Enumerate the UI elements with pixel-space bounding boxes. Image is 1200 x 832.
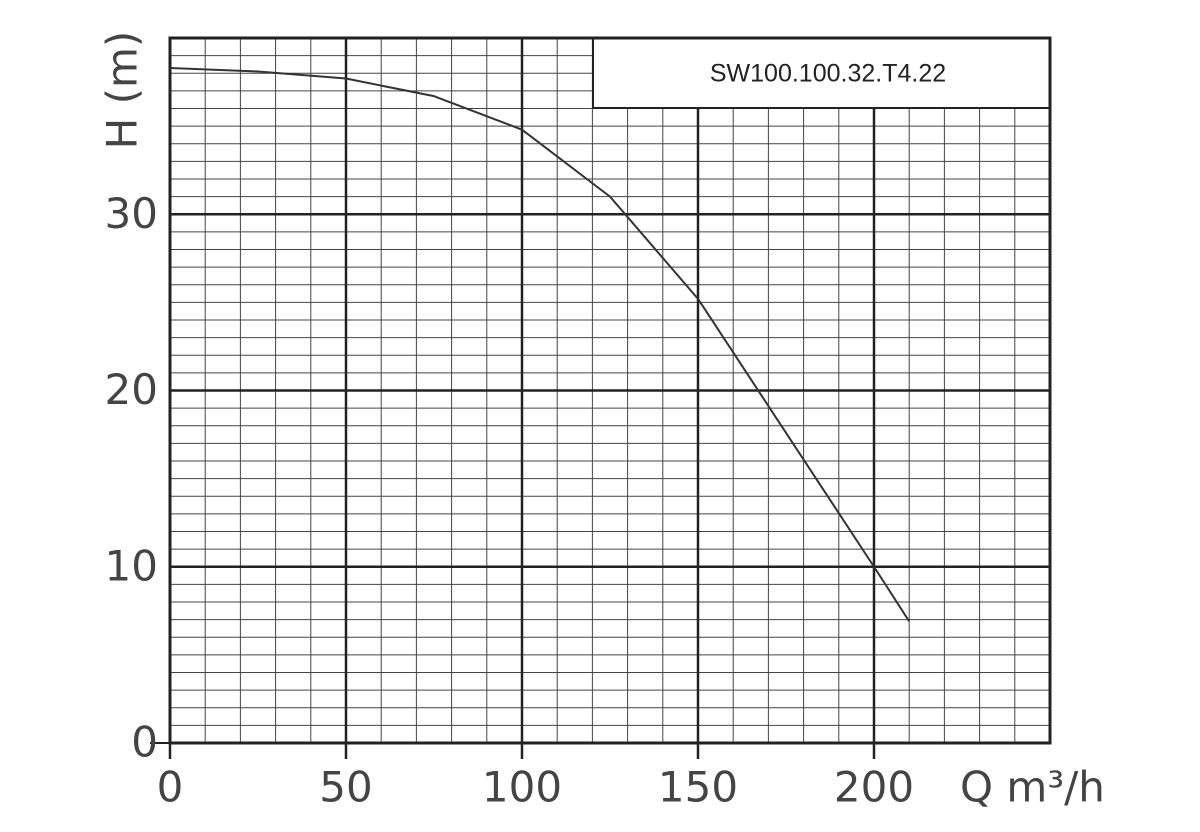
y-tick-label: 0: [131, 718, 158, 767]
x-tick-label: 0: [157, 763, 184, 812]
y-tick-label: 10: [105, 541, 158, 590]
y-tick-label: 30: [105, 189, 158, 238]
x-tick-label: 50: [319, 763, 372, 812]
y-axis-label: H (m): [98, 31, 147, 150]
grid: [168, 38, 1050, 745]
chart-title: SW100.100.32.T4.22: [710, 60, 946, 88]
title-box: [592, 37, 1051, 109]
x-tick-label: 200: [834, 763, 914, 812]
curve: [169, 66, 911, 622]
x-axis-label: Q m³/h: [960, 763, 1105, 812]
x-tick-label: 150: [658, 763, 738, 812]
plot-border: [168, 36, 1052, 745]
y-tick-label: 20: [105, 365, 158, 414]
x-tick-label: 100: [482, 763, 562, 812]
